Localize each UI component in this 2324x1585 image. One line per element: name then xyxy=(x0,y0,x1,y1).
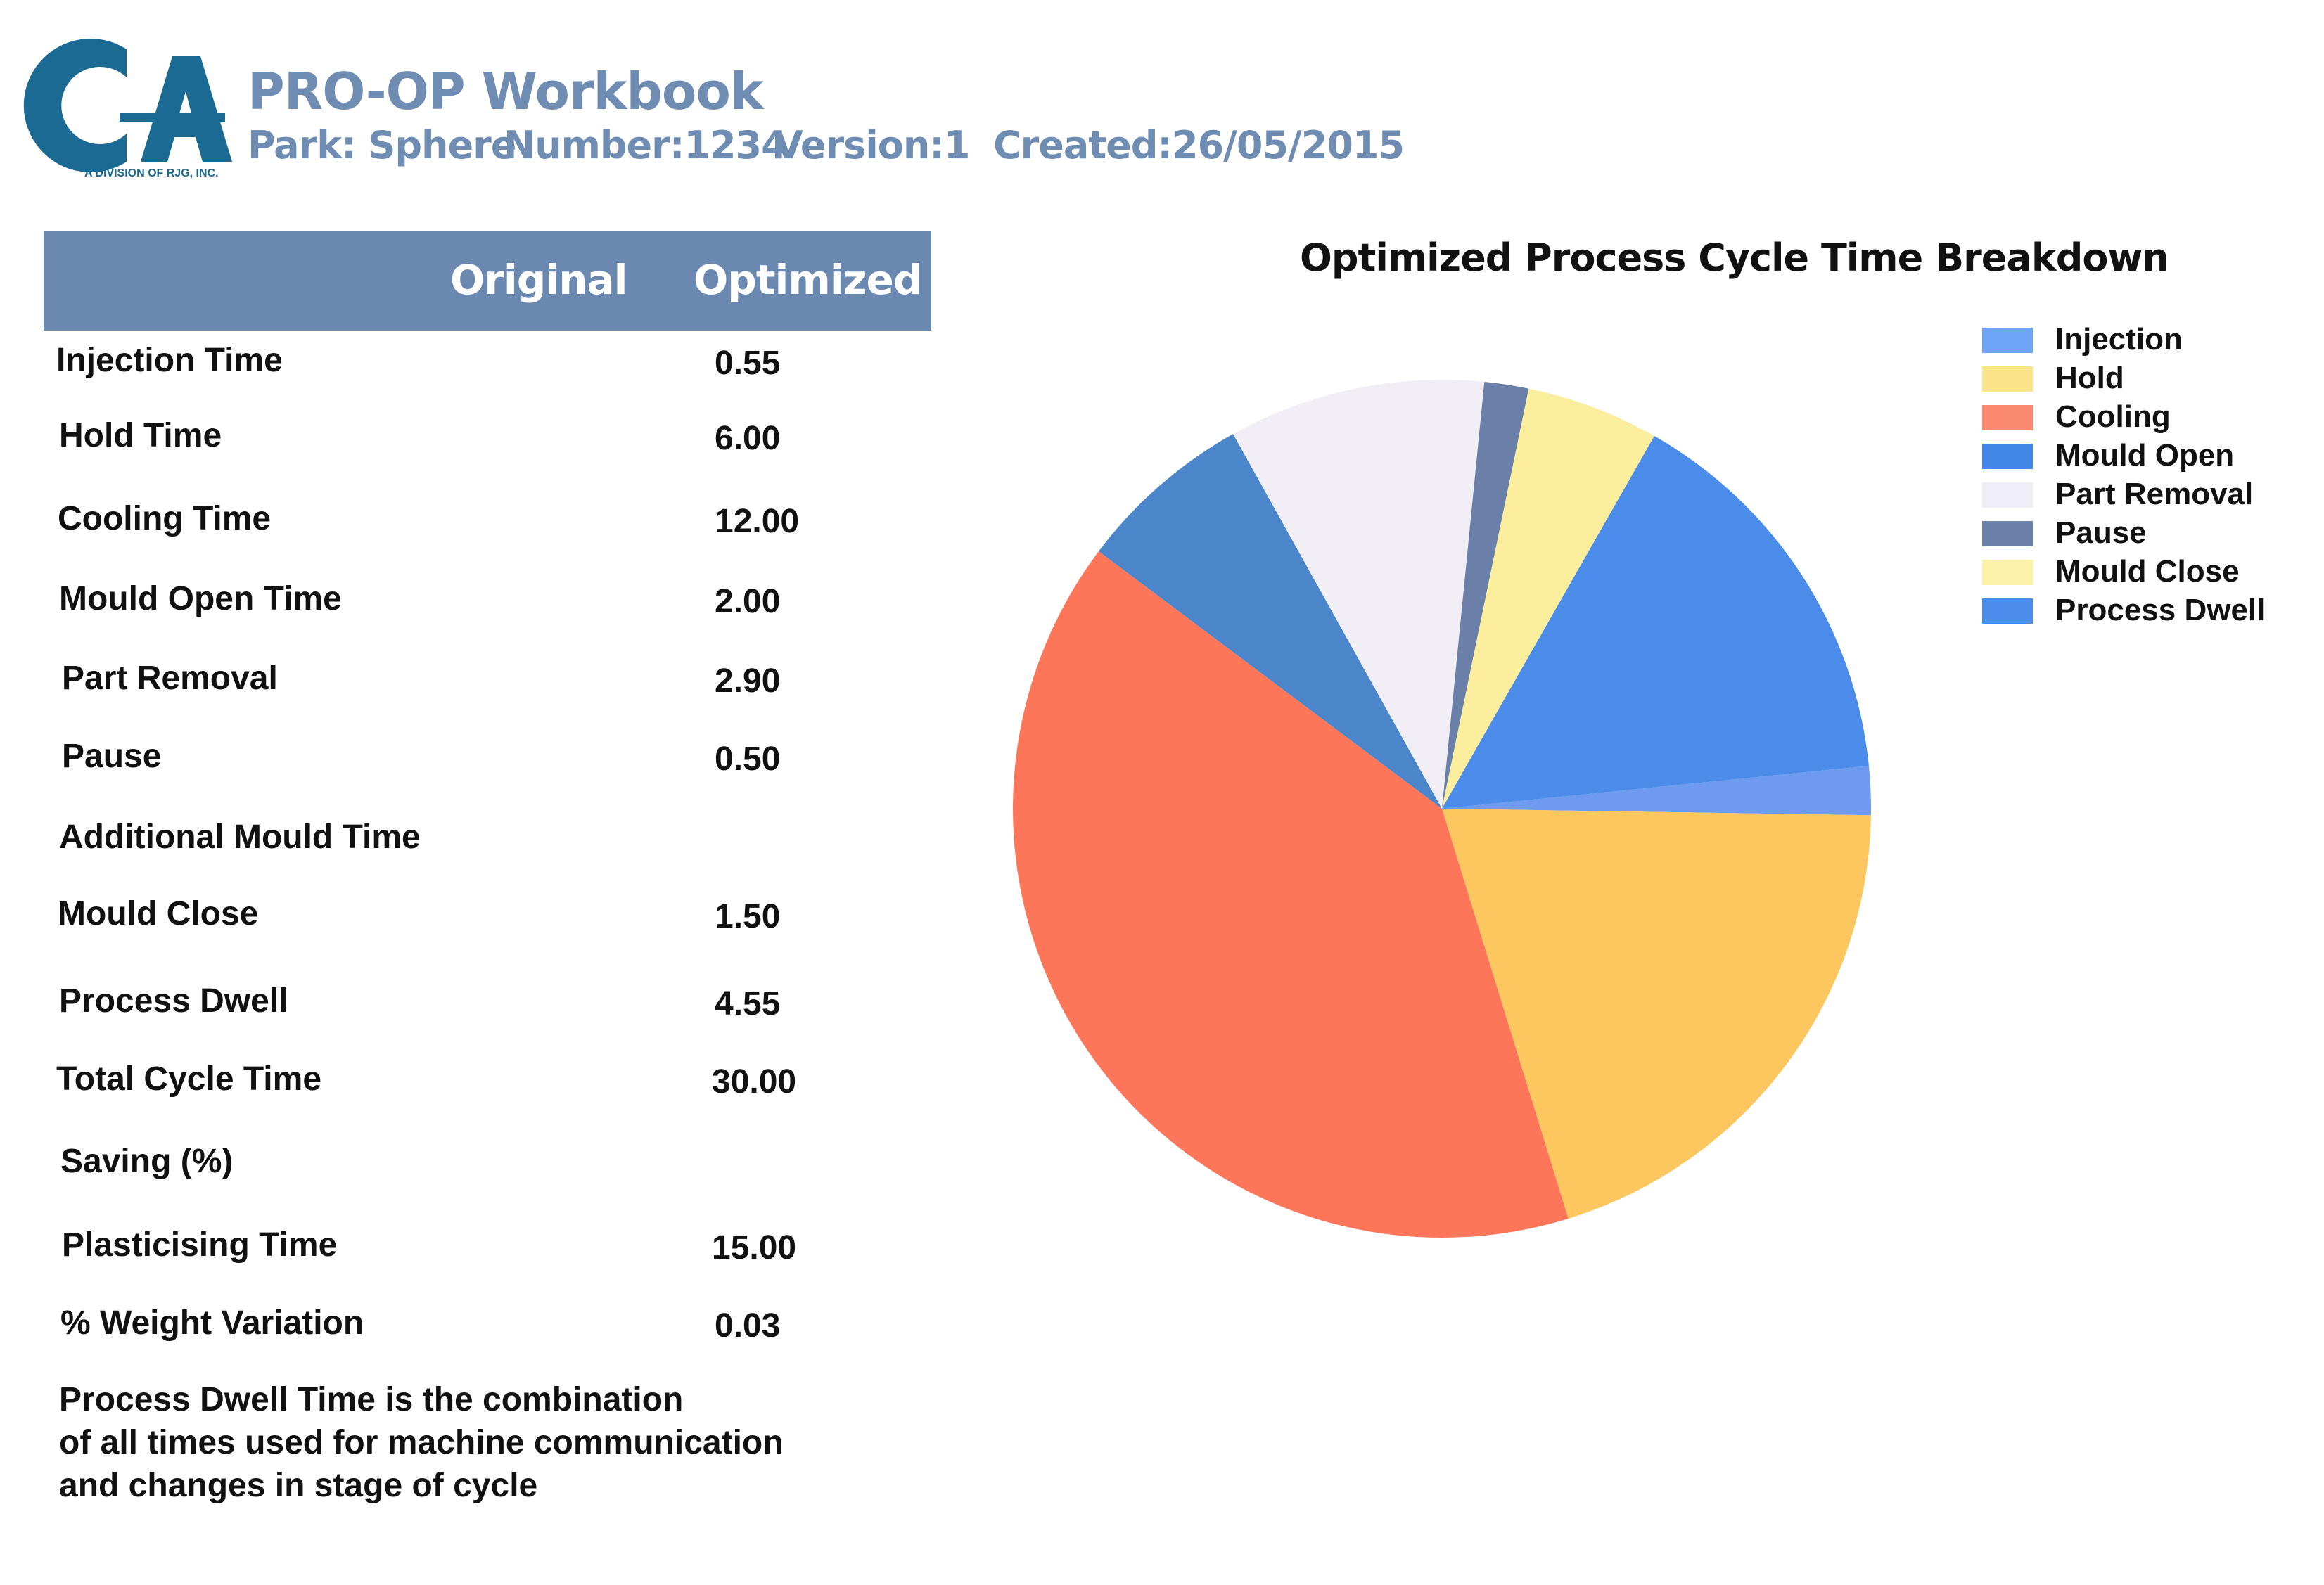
version-label: Version:1 xyxy=(774,123,970,167)
row-label: Injection Time xyxy=(56,342,283,379)
legend-swatch xyxy=(1982,444,2033,469)
row-label: Pause xyxy=(62,738,162,775)
note-line: Process Dwell Time is the combination xyxy=(59,1381,684,1418)
legend-swatch xyxy=(1982,482,2033,508)
pie-slice-part-removal xyxy=(1233,379,1485,809)
number-label: Number:1234 xyxy=(504,123,788,167)
pie-slice-pause xyxy=(1442,381,1529,809)
legend-swatch xyxy=(1982,521,2033,546)
legend-swatch xyxy=(1982,366,2033,392)
row-optimized-value: 30.00 xyxy=(712,1063,797,1100)
legend-label: Process Dwell xyxy=(2055,593,2266,627)
note-line: of all times used for machine communicat… xyxy=(59,1424,784,1461)
row-optimized-value: 6.00 xyxy=(715,420,781,457)
row-optimized-value: 2.90 xyxy=(715,662,781,700)
legend-label: Pause xyxy=(2055,515,2147,550)
row-label: Plasticising Time xyxy=(62,1226,338,1264)
row-label: Part Removal xyxy=(62,660,278,697)
company-logo xyxy=(23,38,232,173)
logo-subtext: A DIVISION OF RJG, INC. xyxy=(84,167,219,179)
row-label: Process Dwell xyxy=(59,982,288,1020)
row-optimized-value: 12.00 xyxy=(715,503,800,540)
legend-label: Cooling xyxy=(2055,399,2171,434)
row-label: Mould Close xyxy=(58,895,259,932)
legend-label: Injection xyxy=(2055,322,2183,357)
pie-slice-injection xyxy=(1442,766,1871,816)
row-optimized-value: 15.00 xyxy=(712,1229,797,1266)
row-label: Additional Mould Time xyxy=(59,819,421,856)
legend-swatch xyxy=(1982,328,2033,353)
legend-swatch xyxy=(1982,560,2033,585)
legend-label: Mould Open xyxy=(2055,438,2235,473)
note-line: and changes in stage of cycle xyxy=(59,1467,538,1504)
legend-label: Mould Close xyxy=(2055,554,2240,589)
row-optimized-value: 4.55 xyxy=(715,985,781,1022)
legend-swatch xyxy=(1982,598,2033,624)
legend-label: Hold xyxy=(2055,361,2124,395)
chart-title: Optimized Process Cycle Time Breakdown xyxy=(1300,236,2169,280)
created-label: Created:26/05/2015 xyxy=(993,123,1405,167)
pie-slice-cooling xyxy=(1012,551,1569,1238)
pie-slice-process-dwell xyxy=(1442,435,1869,809)
pie-chart xyxy=(1012,379,1871,1238)
column-header-optimized: Optimized xyxy=(694,256,922,304)
column-header-original: Original xyxy=(450,256,627,304)
row-label: Mould Open Time xyxy=(59,580,342,617)
row-optimized-value: 0.03 xyxy=(715,1307,781,1345)
row-label: Total Cycle Time xyxy=(56,1060,322,1098)
row-optimized-value: 0.50 xyxy=(715,740,781,778)
pie-slice-mould-close xyxy=(1442,388,1654,809)
park-label: Park: Sphere xyxy=(248,123,516,167)
row-optimized-value: 2.00 xyxy=(715,583,781,620)
row-label: Saving (%) xyxy=(60,1143,234,1180)
row-label: Cooling Time xyxy=(58,500,272,537)
table-header: Original Optimized xyxy=(44,231,931,331)
row-label: Hold Time xyxy=(59,417,222,454)
row-optimized-value: 0.55 xyxy=(715,345,781,382)
legend-swatch xyxy=(1982,405,2033,430)
workbook-title: PRO-OP Workbook xyxy=(248,62,764,121)
dwell-note: Process Dwell Time is the combination of… xyxy=(59,1378,903,1507)
legend-label: Part Removal xyxy=(2055,477,2254,511)
row-label: % Weight Variation xyxy=(60,1304,364,1342)
row-optimized-value: 1.50 xyxy=(715,898,781,935)
pie-slice-hold xyxy=(1442,809,1871,1219)
pie-slice-mould-open xyxy=(1099,434,1442,809)
